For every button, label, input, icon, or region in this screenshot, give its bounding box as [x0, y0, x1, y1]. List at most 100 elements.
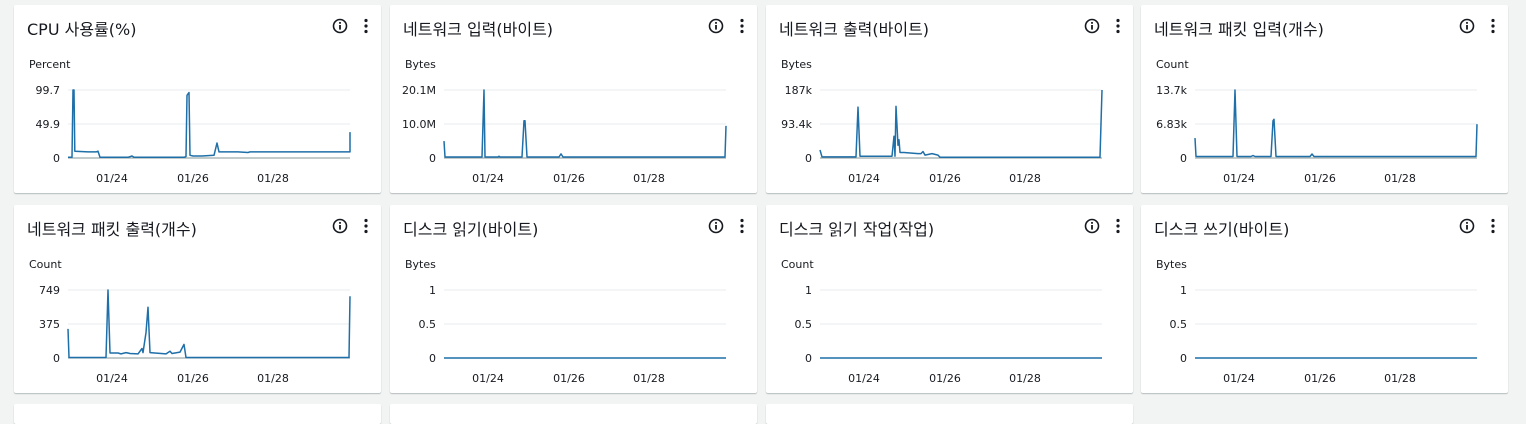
- unit-label: Bytes: [405, 58, 436, 71]
- x-tick-label: 01/26: [553, 172, 585, 185]
- x-tick-label: 01/24: [96, 172, 128, 185]
- more-vertical-icon[interactable]: [737, 18, 747, 34]
- info-circle-icon[interactable]: [1459, 218, 1475, 234]
- line-chart: 1 0.5 0 01/24 01/26 01/28: [795, 284, 1102, 385]
- y-tick-label: 0: [53, 352, 60, 365]
- widget-network-in[interactable]: 네트워크 입력(바이트) Bytes 20.1M 10.0M 0 01/24 01/26…: [390, 5, 757, 193]
- info-circle-icon[interactable]: [708, 18, 724, 34]
- info-circle-icon[interactable]: [332, 18, 348, 34]
- widget-network-packets-out[interactable]: 네트워크 패킷 출력(개수) Count 749 375 0 01/24 01/26 01…: [14, 205, 381, 393]
- widget-disk-read-ops[interactable]: 디스크 읽기 작업(작업) Count 1 0.5 0 01/24 01/26 01/28: [766, 205, 1133, 393]
- x-tick-label: 01/28: [1384, 172, 1416, 185]
- y-tick-label: 0.5: [419, 318, 437, 331]
- y-tick-label: 0.5: [795, 318, 813, 331]
- widget-partial: [14, 404, 381, 424]
- y-tick-label: 0: [429, 152, 436, 165]
- y-tick-label: 187k: [785, 84, 813, 97]
- line-chart: 187k 93.4k 0 01/24 01/26 01/28: [781, 84, 1103, 185]
- x-tick-label: 01/24: [1223, 372, 1255, 385]
- y-tick-label: 1: [429, 284, 436, 297]
- widget-title: 네트워크 패킷 출력(개수): [27, 220, 197, 239]
- more-vertical-icon[interactable]: [1113, 18, 1123, 34]
- line-chart: 749 375 0 01/24 01/26 01/28: [39, 284, 351, 385]
- x-tick-label: 01/26: [929, 172, 961, 185]
- y-tick-label: 20.1M: [402, 84, 436, 97]
- y-tick-label: 49.9: [36, 118, 61, 131]
- x-tick-label: 01/28: [1009, 172, 1041, 185]
- y-tick-label: 375: [39, 318, 60, 331]
- info-circle-icon[interactable]: [1084, 218, 1100, 234]
- x-tick-label: 01/28: [633, 372, 665, 385]
- y-tick-label: 6.83k: [1156, 118, 1187, 131]
- x-tick-label: 01/26: [1304, 372, 1336, 385]
- series-line-0: [1194, 89, 1478, 158]
- widget-title: 디스크 읽기(바이트): [403, 220, 539, 239]
- series-line-0: [819, 89, 1103, 159]
- x-tick-label: 01/26: [177, 372, 209, 385]
- widget-title: 네트워크 입력(바이트): [403, 20, 554, 39]
- widget-title: 디스크 쓰기(바이트): [1154, 220, 1290, 239]
- line-chart: 1 0.5 0 01/24 01/26 01/28: [419, 284, 726, 385]
- unit-label: Bytes: [781, 58, 812, 71]
- y-tick-label: 0: [429, 352, 436, 365]
- x-tick-label: 01/28: [1384, 372, 1416, 385]
- y-tick-label: 0: [805, 152, 812, 165]
- widget-title: CPU 사용률(%): [27, 20, 137, 39]
- x-tick-label: 01/24: [1223, 172, 1255, 185]
- x-tick-label: 01/24: [472, 372, 504, 385]
- more-vertical-icon[interactable]: [1113, 218, 1123, 234]
- x-tick-label: 01/24: [472, 172, 504, 185]
- y-tick-label: 0: [805, 352, 812, 365]
- x-tick-label: 01/26: [177, 172, 209, 185]
- widget-network-out[interactable]: 네트워크 출력(바이트) Bytes 187k 93.4k 0 01/24 01/26 0…: [766, 5, 1133, 193]
- widget-title: 디스크 읽기 작업(작업): [779, 220, 935, 239]
- line-chart: 1 0.5 0 01/24 01/26 01/28: [1170, 284, 1477, 385]
- x-tick-label: 01/26: [553, 372, 585, 385]
- info-circle-icon[interactable]: [332, 218, 348, 234]
- info-circle-icon[interactable]: [1459, 18, 1475, 34]
- more-vertical-icon[interactable]: [737, 218, 747, 234]
- y-tick-label: 99.7: [36, 84, 61, 97]
- more-vertical-icon[interactable]: [1488, 18, 1498, 34]
- x-tick-label: 01/24: [848, 372, 880, 385]
- widget-title: 네트워크 출력(바이트): [779, 20, 930, 39]
- y-tick-label: 13.7k: [1156, 84, 1187, 97]
- widget-title: 네트워크 패킷 입력(개수): [1154, 20, 1324, 39]
- y-tick-label: 0.5: [1170, 318, 1188, 331]
- widget-disk-read-bytes[interactable]: 디스크 읽기(바이트) Bytes 1 0.5 0 01/24 01/26 01/28: [390, 205, 757, 393]
- x-tick-label: 01/28: [633, 172, 665, 185]
- widget-partial: [766, 404, 1133, 424]
- series-line-0: [67, 289, 351, 359]
- series-line-0: [68, 89, 351, 159]
- x-tick-label: 01/26: [929, 372, 961, 385]
- series-line-0: [443, 89, 727, 158]
- line-chart: 20.1M 10.0M 0 01/24 01/26 01/28: [402, 84, 727, 185]
- line-chart: 99.7 49.9 0 01/24 01/26 01/28: [36, 84, 351, 185]
- more-vertical-icon[interactable]: [361, 218, 371, 234]
- x-tick-label: 01/28: [1009, 372, 1041, 385]
- y-tick-label: 0: [1180, 152, 1187, 165]
- unit-label: Bytes: [1156, 258, 1187, 271]
- info-circle-icon[interactable]: [708, 218, 724, 234]
- unit-label: Count: [1156, 58, 1189, 71]
- more-vertical-icon[interactable]: [361, 18, 371, 34]
- more-vertical-icon[interactable]: [1488, 218, 1498, 234]
- x-tick-label: 01/28: [257, 372, 289, 385]
- y-tick-label: 0: [1180, 352, 1187, 365]
- y-tick-label: 1: [1180, 284, 1187, 297]
- y-tick-label: 1: [805, 284, 812, 297]
- widget-partial: [390, 404, 757, 424]
- widget-disk-write-bytes[interactable]: 디스크 쓰기(바이트) Bytes 1 0.5 0 01/24 01/26 01/28: [1141, 205, 1508, 393]
- line-chart: 13.7k 6.83k 0 01/24 01/26 01/28: [1156, 84, 1478, 185]
- unit-label: Bytes: [405, 258, 436, 271]
- widget-network-packets-in[interactable]: 네트워크 패킷 입력(개수) Count 13.7k 6.83k 0 01/24 01/…: [1141, 5, 1508, 193]
- x-tick-label: 01/28: [257, 172, 289, 185]
- unit-label: Count: [29, 258, 62, 271]
- unit-label: Count: [781, 258, 814, 271]
- x-tick-label: 01/26: [1304, 172, 1336, 185]
- y-tick-label: 749: [39, 284, 60, 297]
- x-tick-label: 01/24: [96, 372, 128, 385]
- y-tick-label: 93.4k: [781, 118, 812, 131]
- widget-cpu-utilization[interactable]: CPU 사용률(%) Percent 99.7 49.9 0 01/24 01/26 01…: [14, 5, 381, 193]
- info-circle-icon[interactable]: [1084, 18, 1100, 34]
